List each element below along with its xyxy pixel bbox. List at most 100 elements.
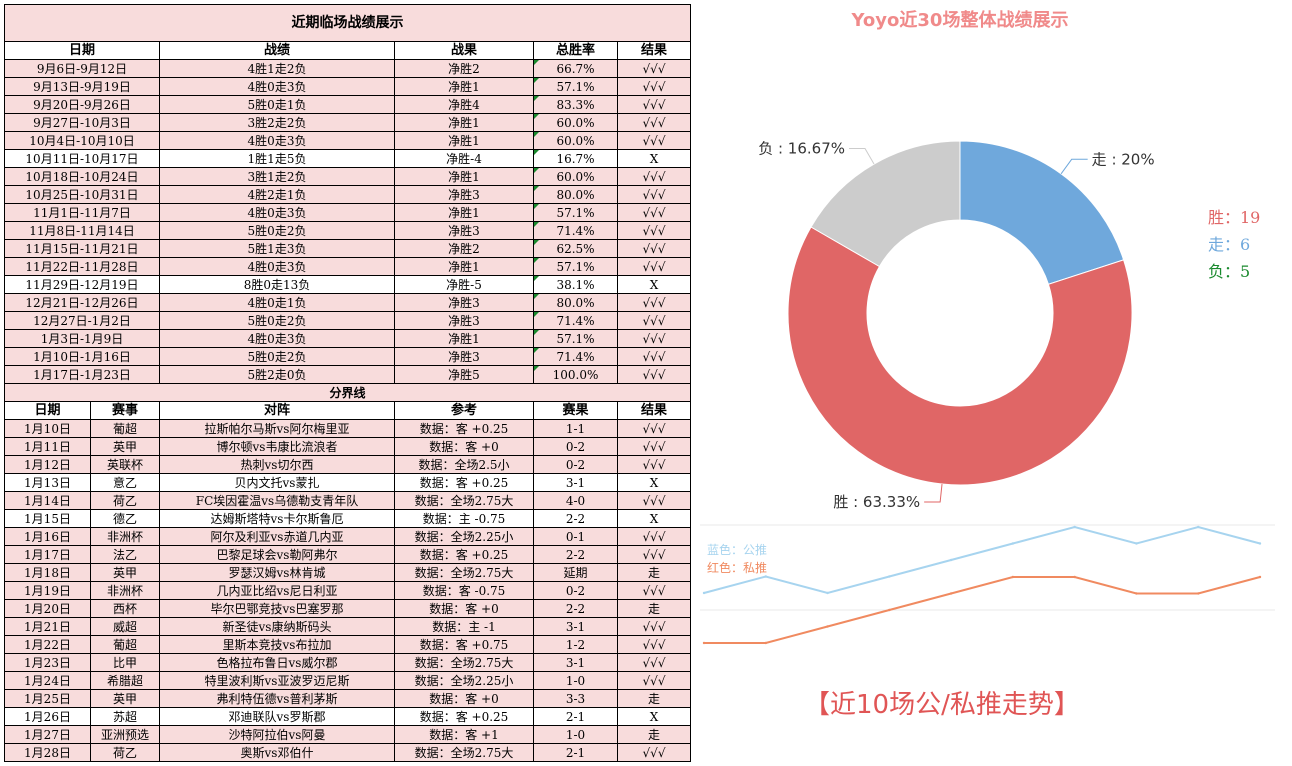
net-result: 净胜1 xyxy=(394,257,534,276)
week-range: 1月3日-1月9日 xyxy=(4,329,160,348)
league: 英甲 xyxy=(90,689,160,708)
score: 2-2 xyxy=(533,545,618,564)
match-date: 1月10日 xyxy=(4,419,91,438)
result: √√√ xyxy=(616,527,692,546)
week-range: 11月8日-11月14日 xyxy=(4,221,160,240)
record: 3胜2走2负 xyxy=(159,113,395,132)
result: 走 xyxy=(616,725,692,744)
record: 4胜0走3负 xyxy=(159,329,395,348)
table-row: 1月23日 比甲 色格拉布鲁日vs威尔郡 数据：全场2.75大 3-1 √√√ xyxy=(4,653,692,672)
fixture: 贝内文托vs蒙扎 xyxy=(159,473,395,492)
win-rate: 60.0% xyxy=(533,131,618,150)
fixture: 沙特阿拉伯vs阿曼 xyxy=(159,725,395,744)
record: 5胜2走0负 xyxy=(159,365,395,384)
league: 英甲 xyxy=(90,563,160,582)
table-row: 1月20日 西杯 毕尔巴鄂竞技vs巴塞罗那 数据：客 +0 2-2 走 xyxy=(4,599,692,618)
table-row: 12月27日-1月2日 5胜0走2负 净胜3 71.4% √√√ xyxy=(4,311,692,330)
trend-point xyxy=(1073,525,1076,529)
table-row: 1月10日 葡超 拉斯帕尔马斯vs阿尔梅里亚 数据：客 +0.25 1-1 √√√ xyxy=(4,419,692,438)
result: 走 xyxy=(616,599,692,618)
trend-point xyxy=(1011,542,1015,545)
match-date: 1月20日 xyxy=(4,599,91,618)
pie-leader-1 xyxy=(924,484,943,503)
week-range: 12月27日-1月2日 xyxy=(4,311,160,330)
pie-slice-1 xyxy=(787,226,1133,486)
win-rate: 57.1% xyxy=(533,329,618,348)
match-date: 1月22日 xyxy=(4,635,91,654)
score: 0-2 xyxy=(533,437,618,456)
net-result: 净胜3 xyxy=(394,311,534,330)
pie-leader-2 xyxy=(849,147,875,165)
reference: 数据：全场2.75大 xyxy=(394,743,534,762)
result: √√√ xyxy=(616,203,692,222)
trend-point xyxy=(888,575,891,578)
trend-chart-title: 【近10场公/私推走势】 xyxy=(804,690,1080,720)
win-rate: 57.1% xyxy=(533,257,618,276)
trend-point xyxy=(949,558,953,562)
match-date: 1月24日 xyxy=(4,671,91,690)
fixture: 巴黎足球会vs勒阿弗尔 xyxy=(159,545,395,564)
record-table: 近期临场战绩展示 日期 战绩 战果 总胜率 结果 9月6日-9月12日 4胜1走2负 净胜2 6… xyxy=(3,4,692,762)
column-header: 结果 xyxy=(616,401,692,420)
score: 2-1 xyxy=(533,707,618,726)
score: 2-2 xyxy=(533,509,618,528)
table-row: 1月16日 非洲杯 阿尔及利亚vs赤道几内亚 数据：全场2.25小 0-1 √√√ xyxy=(4,527,692,546)
match-date: 1月28日 xyxy=(4,743,91,762)
trend-line-chart xyxy=(700,524,1275,645)
result: X xyxy=(616,149,692,168)
result: √√√ xyxy=(616,419,692,438)
record-table-panel: 近期临场战绩展示 日期 战绩 战果 总胜率 结果 9月6日-9月12日 4胜1走2负 净胜2 6… xyxy=(3,4,692,762)
result: 走 xyxy=(616,689,692,708)
trend-point xyxy=(1135,592,1138,595)
table-row: 10月18日-10月24日 3胜1走2负 净胜1 60.0% √√√ xyxy=(4,167,692,186)
record: 5胜1走3负 xyxy=(159,239,395,258)
table-row: 11月29日-12月19日 8胜0走13负 净胜-5 38.1% X xyxy=(4,275,692,294)
score: 3-1 xyxy=(533,617,618,636)
record: 4胜0走3负 xyxy=(159,77,395,96)
match-date: 1月19日 xyxy=(4,581,91,600)
score: 延期 xyxy=(533,563,618,582)
week-range: 9月20日-9月26日 xyxy=(4,95,160,114)
column-header: 战绩 xyxy=(159,41,395,60)
win-rate: 71.4% xyxy=(533,347,618,366)
trend-point xyxy=(888,608,891,612)
result: √√√ xyxy=(616,185,692,204)
week-range: 10月18日-10月24日 xyxy=(4,167,160,186)
match-date: 1月14日 xyxy=(4,491,91,510)
league: 荷乙 xyxy=(90,743,160,762)
match-date: 1月13日 xyxy=(4,473,91,492)
score: 0-2 xyxy=(533,455,618,474)
table-row: 11月15日-11月21日 5胜1走3负 净胜2 62.5% √√√ xyxy=(4,239,692,258)
pie-label-0: 走 : 20% xyxy=(1092,150,1155,168)
net-result: 净胜1 xyxy=(394,329,534,348)
trend-point xyxy=(1011,575,1015,579)
score: 2-1 xyxy=(533,743,618,762)
win-rate: 66.7% xyxy=(533,59,618,78)
legend-private: 红色：私推 xyxy=(707,561,768,575)
league: 西杯 xyxy=(90,599,160,618)
league: 亚洲预选 xyxy=(90,725,160,744)
table-row: 1月14日 荷乙 FC埃因霍温vs乌德勒支青年队 数据：全场2.75大 4-0 √√√ xyxy=(4,491,692,510)
table-row: 9月6日-9月12日 4胜1走2负 净胜2 66.7% √√√ xyxy=(4,59,692,78)
fixture: 邓迪联队vs罗斯郡 xyxy=(159,707,395,726)
fixture: 新圣徒vs康纳斯码头 xyxy=(159,617,395,636)
table-row: 10月25日-10月31日 4胜2走1负 净胜3 80.0% √√√ xyxy=(4,185,692,204)
league: 非洲杯 xyxy=(90,581,160,600)
score: 3-1 xyxy=(533,473,618,492)
table-row: 1月22日 葡超 里斯本竞技vs布拉加 数据：客 +0.75 1-2 √√√ xyxy=(4,635,692,654)
column-header: 日期 xyxy=(4,401,91,420)
fixture: 罗瑟汉姆vs林肯城 xyxy=(159,563,395,582)
match-date: 1月21日 xyxy=(4,617,91,636)
result: √√√ xyxy=(616,347,692,366)
table-row: 1月10日-1月16日 5胜0走2负 净胜3 71.4% √√√ xyxy=(4,347,692,366)
reference: 数据：主 -0.75 xyxy=(394,509,534,528)
table-row: 1月19日 非洲杯 几内亚比绍vs尼日利亚 数据：客 -0.75 0-2 √√√ xyxy=(4,581,692,600)
table-row: 10月4日-10月10日 4胜0走3负 净胜1 60.0% √√√ xyxy=(4,131,692,150)
record: 1胜1走5负 xyxy=(159,149,395,168)
score: 4-0 xyxy=(533,491,618,510)
net-result: 净胜-4 xyxy=(394,149,534,168)
table-row: 10月11日-10月17日 1胜1走5负 净胜-4 16.7% X xyxy=(4,149,692,168)
net-result: 净胜3 xyxy=(394,185,534,204)
column-header: 赛果 xyxy=(533,401,618,420)
pie-leader-0 xyxy=(1060,158,1088,175)
